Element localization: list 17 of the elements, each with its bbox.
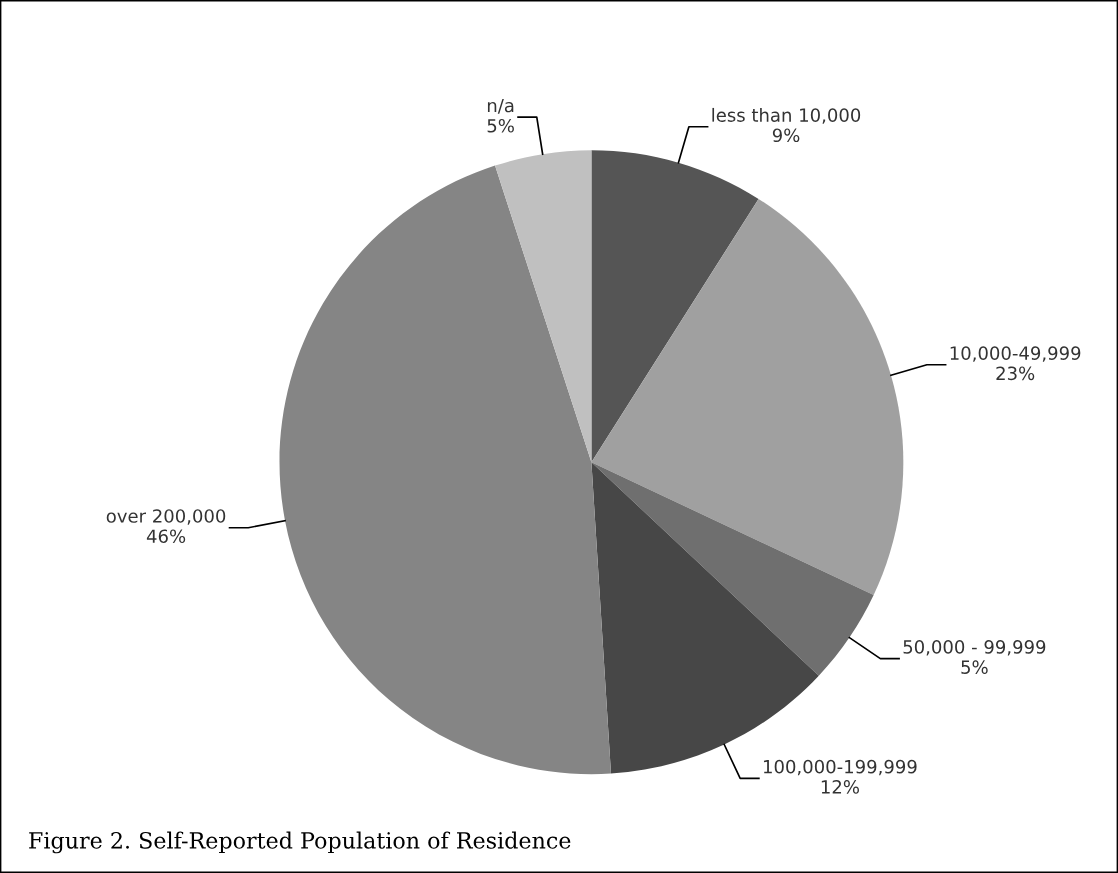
text: Figure 2. Self-Reported Population of Residence [29,831,571,854]
data-label: 46% [146,529,186,544]
slice-label: 100,000-199,999 [763,759,917,776]
pie-slice [591,150,759,463]
pie-slice [591,462,874,676]
pie-slice [591,198,904,596]
slice-label: less than 10,000 [712,107,861,124]
pie-slice [279,165,612,775]
data-label: 9% [772,128,800,143]
slice-label: over 200,000 [106,509,226,525]
slice-label: 10,000-49,999 [950,346,1081,362]
slice-label: n/a [487,98,514,114]
data-label: 12% [821,780,859,794]
data-label: 5% [487,118,514,133]
data-label: 5% [961,660,988,674]
slice-label: 50,000 - 99,999 [903,640,1046,656]
data-label: 23% [996,366,1035,381]
